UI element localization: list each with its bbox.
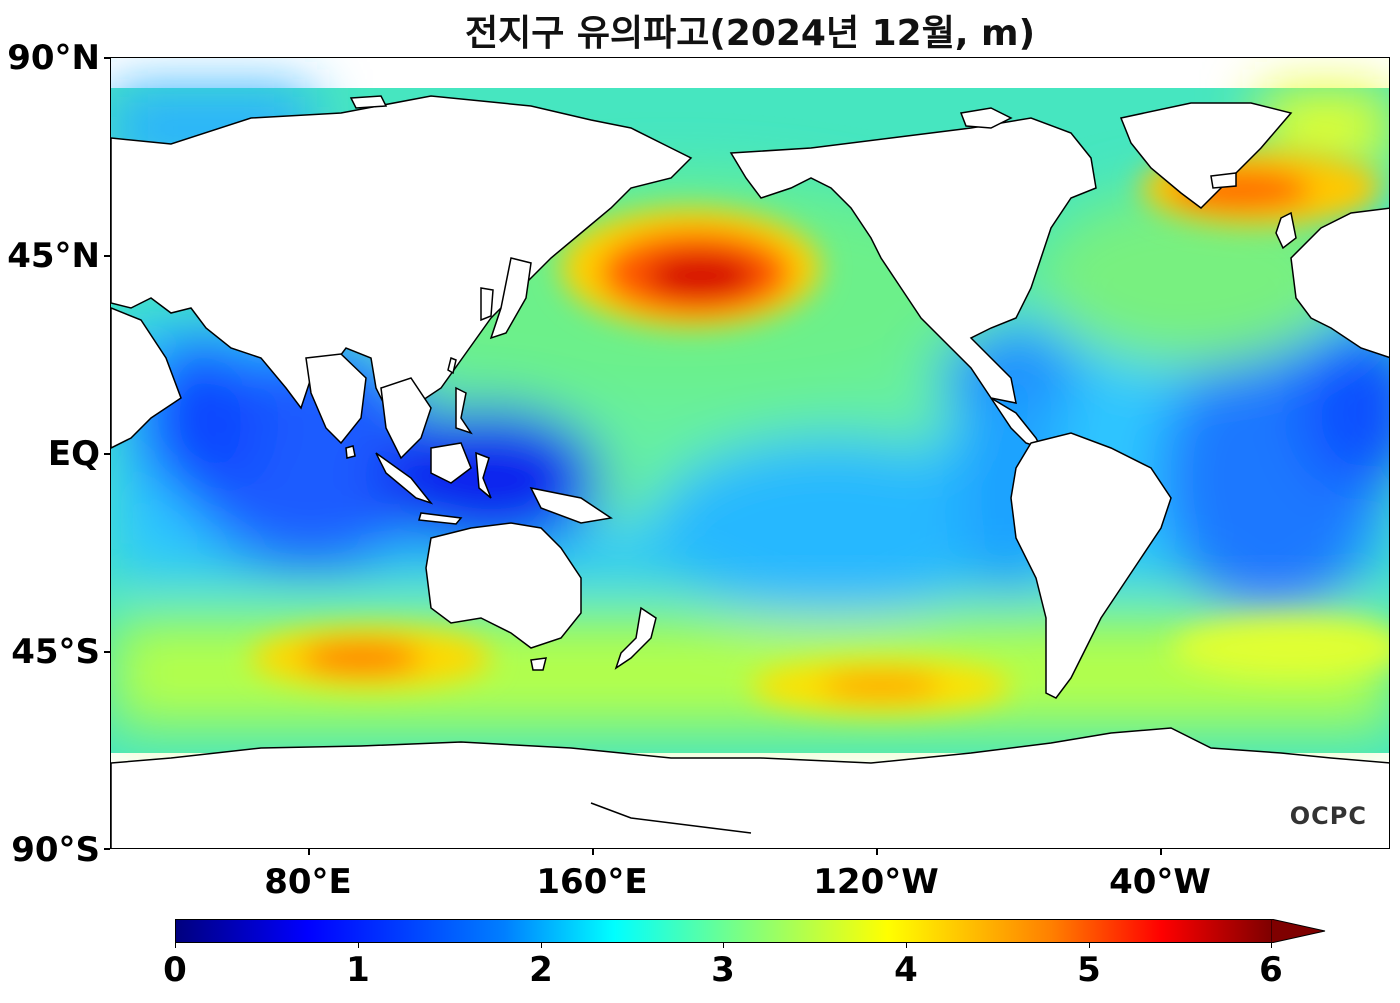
x-label-40w: 40°W — [1109, 862, 1211, 902]
sumatra — [375, 452, 434, 505]
y-tick — [104, 57, 110, 59]
japan — [489, 257, 532, 340]
antarctic-ice-shelf — [590, 802, 752, 834]
africa-east-horn — [111, 307, 182, 449]
colorbar-label-1: 1 — [346, 950, 370, 990]
map-svg — [111, 88, 1389, 848]
x-tick — [308, 849, 310, 855]
borneo — [430, 442, 472, 484]
y-label-90n: 90°N — [7, 38, 100, 78]
eurasia-africa-west — [111, 95, 693, 420]
x-tick — [1160, 849, 1162, 855]
y-tick — [104, 848, 110, 850]
y-label-eq: EQ — [47, 434, 100, 474]
colorbar-label-6: 6 — [1259, 950, 1283, 990]
colorbar-label-0: 0 — [163, 950, 187, 990]
x-tick — [592, 849, 594, 855]
colorbar-tick — [175, 943, 176, 948]
y-tick — [104, 255, 110, 257]
x-tick — [876, 849, 878, 855]
indochina — [380, 377, 432, 460]
india — [305, 353, 367, 445]
colorbar-label-2: 2 — [529, 950, 553, 990]
europe — [1290, 207, 1389, 359]
x-label-160e: 160°E — [536, 862, 648, 902]
y-tick — [104, 453, 110, 455]
colorbar — [175, 919, 1272, 943]
colorbar-tick — [358, 943, 359, 948]
y-tick — [104, 651, 110, 653]
y-label-90s: 90°S — [11, 830, 100, 870]
wave-height-map: OCPC — [110, 57, 1390, 849]
land-mass — [111, 95, 1389, 848]
antarctica — [111, 727, 1389, 848]
north-america — [729, 117, 1097, 404]
y-label-45n: 45°N — [7, 236, 100, 276]
x-label-120w: 120°W — [813, 862, 939, 902]
java — [418, 512, 463, 525]
colorbar-tick — [723, 943, 724, 948]
colorbar-extend-arrow — [1271, 919, 1326, 943]
new-zealand — [614, 606, 657, 670]
colorbar-tick — [1271, 943, 1272, 948]
colorbar-tick — [1089, 943, 1090, 948]
ocpc-logo: OCPC — [1289, 802, 1367, 830]
colorbar-tick — [906, 943, 907, 948]
new-guinea — [529, 486, 613, 524]
australia — [425, 522, 582, 649]
south-america — [1010, 432, 1172, 699]
colorbar-label-5: 5 — [1077, 950, 1101, 990]
page-title: 전지구 유의파고(2024년 12월, m) — [464, 13, 1036, 54]
colorbar-label-4: 4 — [894, 950, 918, 990]
x-label-80e: 80°E — [264, 862, 352, 902]
sulawesi — [475, 451, 492, 499]
y-label-45s: 45°S — [11, 632, 100, 672]
colorbar-label-3: 3 — [711, 950, 735, 990]
colorbar-tick — [541, 943, 542, 948]
